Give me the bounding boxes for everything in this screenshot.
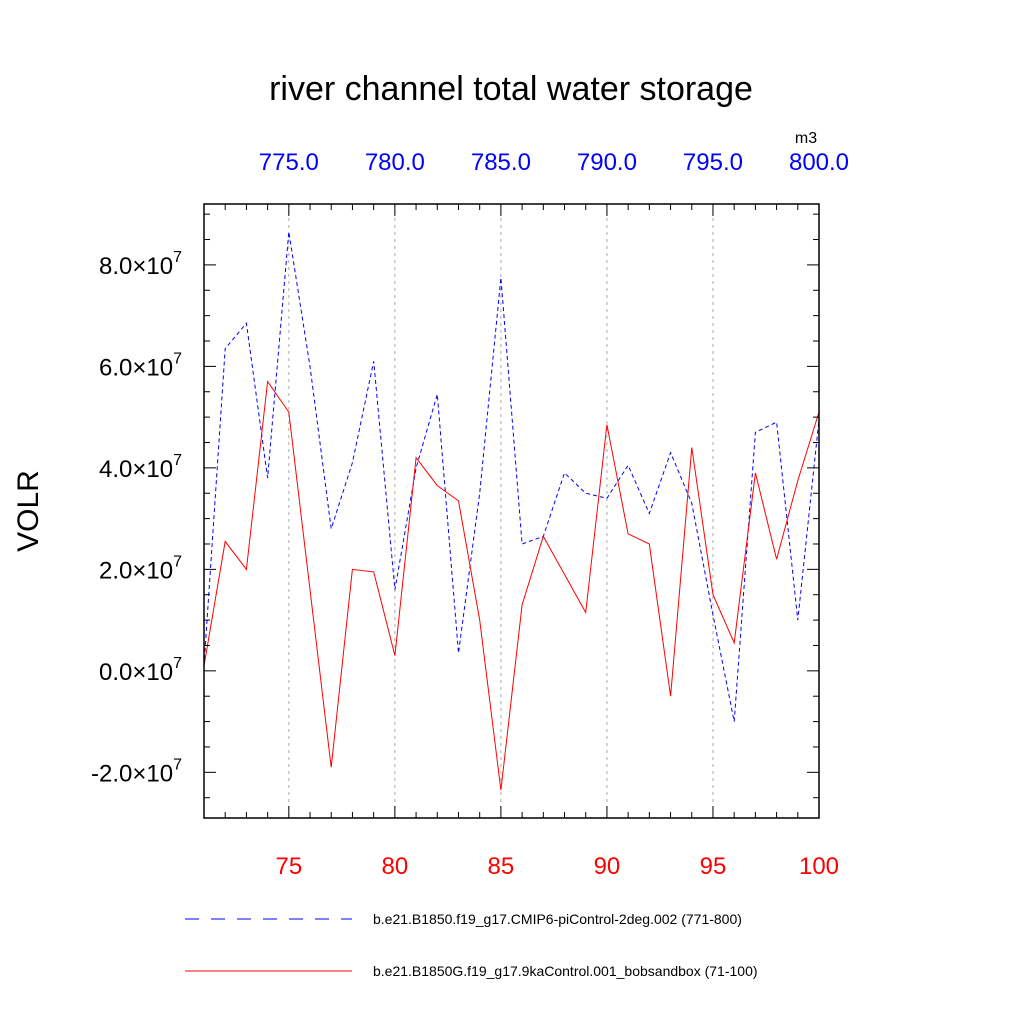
x-top-tick-label: 780.0 <box>365 149 425 176</box>
chart-title: river channel total water storage <box>269 70 753 108</box>
x-bottom-tick-label: 80 <box>382 853 409 880</box>
x-bottom-tick-label: 85 <box>488 853 515 880</box>
x-bottom-tick-label: 100 <box>799 853 839 880</box>
y-tick-base: 10 <box>146 253 173 280</box>
y-tick-mantissa: 0.0 <box>99 659 132 686</box>
axis-labels: 75 80 85 90 95 100 775.0 780.0 785.0 790.0 795.0 80… <box>91 149 849 880</box>
y-tick-mantissa: 6.0 <box>99 354 132 381</box>
y-tick-times: × <box>132 659 146 686</box>
units-label: m3 <box>795 130 817 147</box>
y-tick-times: × <box>132 760 146 787</box>
y-tick-exponent: 7 <box>173 756 182 773</box>
x-top-tick-label: 775.0 <box>259 149 319 176</box>
y-tick-base: 10 <box>146 354 173 381</box>
series-layer <box>203 231 820 791</box>
y-tick-label: 0.0×107 <box>99 655 182 686</box>
y-tick-base: 10 <box>146 760 173 787</box>
axis-ticks <box>203 204 820 818</box>
y-tick-mantissa: 4.0 <box>99 456 132 483</box>
y-tick-label: -2.0×107 <box>91 756 182 787</box>
x-top-tick-label: 790.0 <box>577 149 637 176</box>
plot-frame <box>203 203 820 819</box>
y-tick-exponent: 7 <box>173 249 182 266</box>
y-tick-base: 10 <box>146 659 173 686</box>
grid-lines <box>288 204 714 818</box>
x-bottom-tick-label: 90 <box>594 853 621 880</box>
y-tick-mantissa: 2.0 <box>99 557 132 584</box>
series-line-1 <box>203 231 820 722</box>
y-tick-label: 2.0×107 <box>99 553 182 584</box>
y-tick-exponent: 7 <box>173 452 182 469</box>
y-tick-base: 10 <box>146 456 173 483</box>
y-tick-times: × <box>132 456 146 483</box>
y-tick-exponent: 7 <box>173 655 182 672</box>
x-top-tick-label: 795.0 <box>683 149 743 176</box>
series-line-2 <box>203 380 820 791</box>
y-tick-mantissa: -2.0 <box>91 760 132 787</box>
y-tick-label: 6.0×107 <box>99 350 182 381</box>
y-tick-exponent: 7 <box>173 350 182 367</box>
y-tick-times: × <box>132 557 146 584</box>
x-bottom-tick-label: 75 <box>275 853 302 880</box>
y-tick-mantissa: 8.0 <box>99 253 132 280</box>
y-axis-label: VOLR <box>12 470 45 552</box>
y-tick-base: 10 <box>146 557 173 584</box>
y-tick-times: × <box>132 253 146 280</box>
y-tick-label: 4.0×107 <box>99 452 182 483</box>
y-tick-times: × <box>132 354 146 381</box>
legend-label-1: b.e21.B1850.f19_g17.CMIP6-piControl-2deg… <box>373 911 742 927</box>
x-top-tick-label: 800.0 <box>789 149 849 176</box>
legend: b.e21.B1850.f19_g17.CMIP6-piControl-2deg… <box>185 911 758 979</box>
legend-label-2: b.e21.B1850G.f19_g17.9kaControl.001_bobs… <box>373 963 758 979</box>
y-tick-exponent: 7 <box>173 553 182 570</box>
x-top-tick-label: 785.0 <box>471 149 531 176</box>
x-bottom-tick-label: 95 <box>700 853 727 880</box>
y-tick-label: 8.0×107 <box>99 249 182 280</box>
